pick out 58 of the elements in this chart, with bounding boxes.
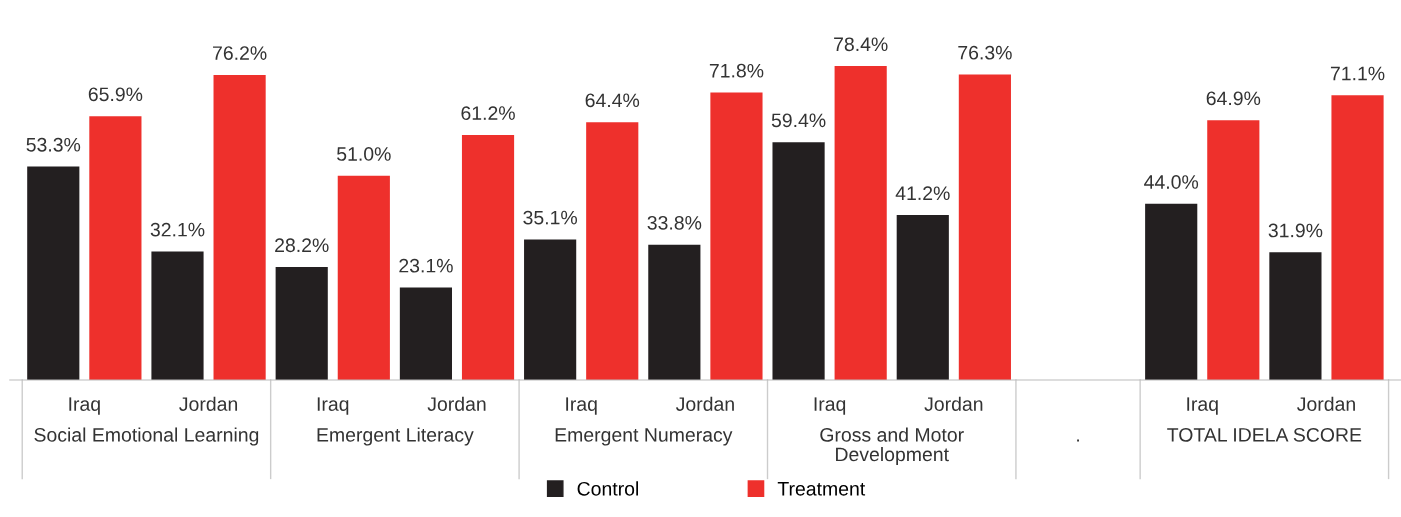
bar — [89, 116, 142, 380]
data-label: 76.2% — [213, 46, 267, 60]
data-label: 41.2% — [895, 186, 950, 201]
bar — [461, 134, 515, 380]
text: . — [1077, 439, 1079, 442]
data-label: 53.3% — [26, 137, 81, 152]
data-label: 44.0% — [1144, 175, 1199, 189]
bar — [896, 215, 949, 380]
data-label: 35.1% — [523, 210, 578, 225]
bar — [1145, 203, 1198, 380]
bar — [1331, 95, 1384, 380]
bar — [710, 92, 763, 380]
legend-label: Treatment — [777, 482, 866, 496]
bar — [834, 66, 887, 380]
x-tick-label: Iraq — [1187, 397, 1218, 415]
bar — [958, 74, 1011, 380]
data-label: 32.1% — [150, 222, 205, 237]
data-label: 78.4% — [834, 37, 888, 52]
x-tick-label: Jordan — [1297, 396, 1355, 411]
text: Social Emotional Learning — [34, 427, 259, 446]
x-tick-label: Iraq — [69, 397, 100, 415]
text: Gross and Motor Development — [820, 427, 964, 466]
x-tick-label: Jordan — [675, 396, 734, 411]
bar — [1207, 120, 1260, 380]
bar — [586, 122, 639, 380]
text: Emergent Numeracy — [555, 428, 733, 446]
bar — [1269, 252, 1322, 380]
legend-label: Control — [577, 481, 638, 496]
bar — [27, 166, 80, 380]
data-label: 28.2% — [275, 238, 329, 253]
bar — [648, 244, 701, 380]
data-label: 64.4% — [585, 93, 640, 108]
bar — [213, 74, 266, 380]
text: Emergent Literacy — [317, 427, 474, 446]
data-label: 23.1% — [399, 258, 453, 273]
text: TOTAL IDELA SCORE — [1167, 427, 1362, 442]
data-label: 71.1% — [1330, 66, 1385, 81]
x-tick-label: Jordan — [179, 396, 238, 411]
bar — [151, 251, 204, 380]
data-label: 31.9% — [1268, 223, 1323, 238]
bar — [337, 175, 390, 380]
x-tick-label: Jordan — [924, 396, 983, 411]
x-tick-label: Jordan — [427, 396, 486, 411]
x-tick-label: Iraq — [814, 397, 846, 415]
data-label: 61.2% — [461, 106, 515, 121]
data-label: 76.3% — [958, 45, 1012, 60]
bar — [275, 267, 328, 380]
data-label: 65.9% — [88, 87, 143, 102]
data-label: 51.0% — [337, 147, 391, 161]
bar — [524, 239, 577, 380]
bar — [399, 287, 453, 380]
x-tick-label: Iraq — [566, 397, 597, 415]
data-label: 64.9% — [1206, 91, 1261, 106]
data-label: 33.8% — [647, 215, 702, 230]
bar — [772, 142, 825, 380]
data-label: 59.4% — [771, 113, 826, 128]
x-tick-label: Iraq — [317, 397, 349, 415]
data-label: 71.8% — [709, 63, 764, 78]
